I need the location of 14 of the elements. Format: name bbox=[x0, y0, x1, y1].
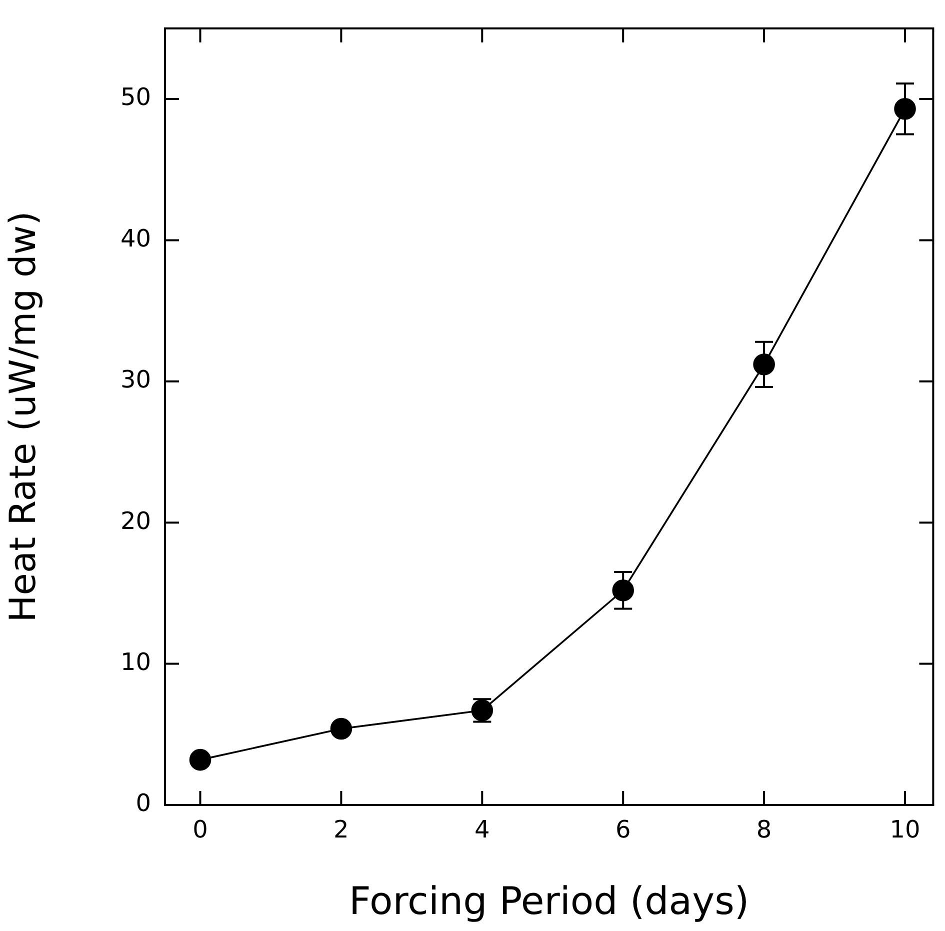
x-tick-label: 0 bbox=[192, 816, 208, 844]
y-tick-label: 40 bbox=[120, 224, 151, 252]
x-tick-label: 6 bbox=[615, 816, 631, 844]
x-tick-label: 8 bbox=[756, 816, 772, 844]
y-axis-title: Heat Rate (uW/mg dw) bbox=[2, 211, 44, 622]
x-axis-title: Forcing Period (days) bbox=[349, 879, 750, 924]
x-tick-label: 4 bbox=[474, 816, 490, 844]
x-tick-label: 10 bbox=[890, 816, 920, 844]
y-tick-label: 20 bbox=[120, 506, 151, 535]
y-tick-label: 10 bbox=[120, 648, 151, 676]
y-tick-label: 50 bbox=[120, 83, 151, 112]
y-tick-label: 30 bbox=[120, 366, 151, 394]
y-tick-label: 0 bbox=[136, 789, 151, 818]
x-tick-label: 2 bbox=[334, 816, 349, 844]
